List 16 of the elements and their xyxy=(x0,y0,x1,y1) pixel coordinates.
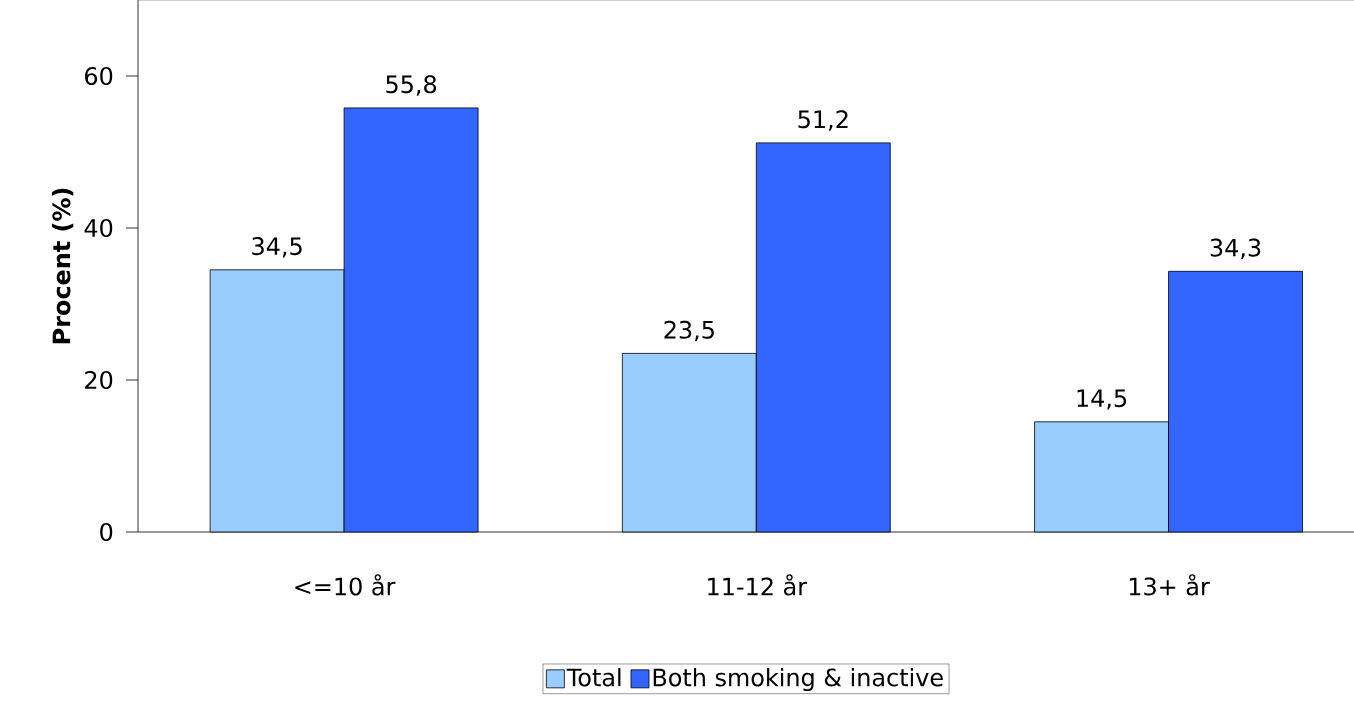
y-tick-label: 0 xyxy=(100,522,113,542)
data-label: 23,5 xyxy=(664,320,714,342)
y-tick-label: 20 xyxy=(85,370,113,390)
legend-label: Total xyxy=(566,667,621,687)
x-tick-label: 13+ år xyxy=(1129,574,1210,596)
data-label: 34,5 xyxy=(252,237,302,258)
y-tick-label: 60 xyxy=(85,66,113,86)
data-label: 55,8 xyxy=(386,75,437,96)
y-axis-title: Procent (%) xyxy=(51,188,74,344)
data-label: 34,3 xyxy=(1210,238,1261,260)
legend-label: Both smoking & inactive xyxy=(653,667,943,692)
data-label: 14,5 xyxy=(1077,389,1127,410)
x-tick-label: 11-12 år xyxy=(708,574,808,596)
data-label: 51,2 xyxy=(798,110,848,131)
y-tick-label: 40 xyxy=(84,218,113,238)
x-tick-label: <=10 år xyxy=(295,574,396,596)
